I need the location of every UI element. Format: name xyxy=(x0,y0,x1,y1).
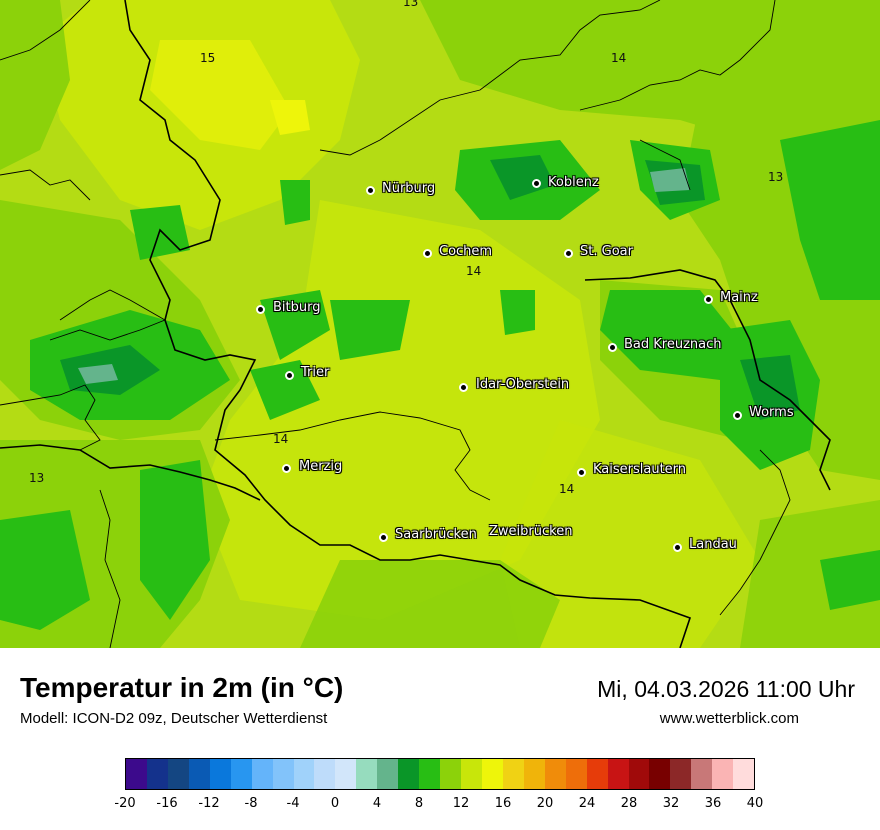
city-dot xyxy=(256,305,265,314)
city-dot xyxy=(704,295,713,304)
isotherm-label: 13 xyxy=(768,170,784,184)
city-dot xyxy=(379,533,388,542)
city-label: Mainz xyxy=(720,290,758,305)
legend-tick-label: -12 xyxy=(198,796,220,811)
legend-tick-label: -16 xyxy=(156,796,178,811)
legend-tick-label: 28 xyxy=(620,796,638,811)
city-dot xyxy=(366,186,375,195)
city-label: Saarbrücken xyxy=(395,527,477,542)
legend-swatch xyxy=(293,759,315,789)
legend-swatch xyxy=(712,759,734,789)
city-label: Zweibrücken xyxy=(489,524,573,539)
legend-swatch xyxy=(461,759,482,789)
city-label: Cochem xyxy=(439,244,493,259)
legend-swatch xyxy=(586,759,608,789)
color-scale-legend xyxy=(125,758,755,790)
city-label: Merzig xyxy=(299,459,343,474)
temperature-map: Nürburg Koblenz Cochem St. Goar Mainz Bi… xyxy=(0,0,880,648)
city-dot xyxy=(459,383,468,392)
model-info: Modell: ICON-D2 09z, Deutscher Wetterdie… xyxy=(20,710,328,727)
legend-tick-label: -4 xyxy=(286,796,300,811)
legend-swatch xyxy=(230,759,252,789)
city-dot xyxy=(608,343,617,352)
legend-swatch xyxy=(649,759,671,789)
valid-datetime: Mi, 04.03.2026 11:00 Uhr xyxy=(597,676,855,702)
city-label: Nürburg xyxy=(382,181,436,196)
legend-tick-label: 4 xyxy=(372,796,382,811)
isotherm-label: 15 xyxy=(200,51,216,65)
legend-swatch xyxy=(628,759,650,789)
legend-swatch xyxy=(272,759,294,789)
legend-swatch xyxy=(398,759,420,789)
website-link[interactable]: www.wetterblick.com xyxy=(659,710,799,727)
city-dot xyxy=(282,464,291,473)
legend-tick-label: 36 xyxy=(704,796,722,811)
city-label: Koblenz xyxy=(548,175,599,190)
map-footer: Temperatur in 2m (in °C) Modell: ICON-D2… xyxy=(0,648,880,830)
map-title: Temperatur in 2m (in °C) xyxy=(20,672,344,703)
city-label: Idar-Oberstein xyxy=(476,377,570,392)
city-label: Bitburg xyxy=(273,300,321,315)
legend-tick-label: -8 xyxy=(244,796,258,811)
legend-swatch xyxy=(440,759,461,789)
legend-swatch xyxy=(146,759,168,789)
legend-swatch xyxy=(209,759,231,789)
legend-swatch xyxy=(377,759,399,789)
legend-tick-label: -20 xyxy=(114,796,136,811)
city-dot xyxy=(577,468,586,477)
city-label: Landau xyxy=(689,537,737,552)
legend-tick-label: 0 xyxy=(330,796,340,811)
legend-swatch xyxy=(356,759,378,789)
legend-swatch xyxy=(481,759,503,789)
legend-swatch xyxy=(167,759,189,789)
isotherm-label: 14 xyxy=(273,432,289,446)
isotherm-label: 14 xyxy=(559,482,575,496)
legend-swatch xyxy=(670,759,692,789)
isotherm-label: 14 xyxy=(466,264,482,278)
legend-swatch xyxy=(502,759,524,789)
city-dot xyxy=(564,249,573,258)
legend-swatch xyxy=(691,759,713,789)
city-label: Worms xyxy=(749,405,794,420)
isotherm-label: 13 xyxy=(403,0,419,9)
legend-tick-label: 12 xyxy=(452,796,470,811)
legend-tick-label: 8 xyxy=(414,796,424,811)
city-label: Bad Kreuznach xyxy=(624,337,722,352)
legend-tick-label: 16 xyxy=(494,796,512,811)
legend-swatch xyxy=(733,759,755,789)
city-label: Kaiserslautern xyxy=(593,462,687,477)
legend-swatch xyxy=(607,759,629,789)
city-dot xyxy=(423,249,432,258)
city-dot xyxy=(532,179,541,188)
legend-swatch xyxy=(335,759,357,789)
temperature-field xyxy=(0,0,880,648)
legend-tick-label: 32 xyxy=(662,796,680,811)
legend-swatch xyxy=(188,759,210,789)
isotherm-label: 13 xyxy=(29,471,45,485)
legend-swatch xyxy=(523,759,545,789)
legend-tick-label: 24 xyxy=(578,796,596,811)
legend-swatch xyxy=(126,759,147,789)
city-dot xyxy=(733,411,742,420)
legend-tick-label: 20 xyxy=(536,796,554,811)
city-label: Trier xyxy=(301,365,330,380)
legend-swatch xyxy=(419,759,441,789)
legend-swatch xyxy=(565,759,587,789)
isotherm-label: 14 xyxy=(611,51,627,65)
legend-swatch xyxy=(251,759,273,789)
legend-tick-label: 40 xyxy=(746,796,764,811)
city-dot xyxy=(673,543,682,552)
city-label: St. Goar xyxy=(580,244,633,259)
legend-swatch xyxy=(314,759,336,789)
city-dot xyxy=(285,371,294,380)
legend-swatch xyxy=(544,759,566,789)
